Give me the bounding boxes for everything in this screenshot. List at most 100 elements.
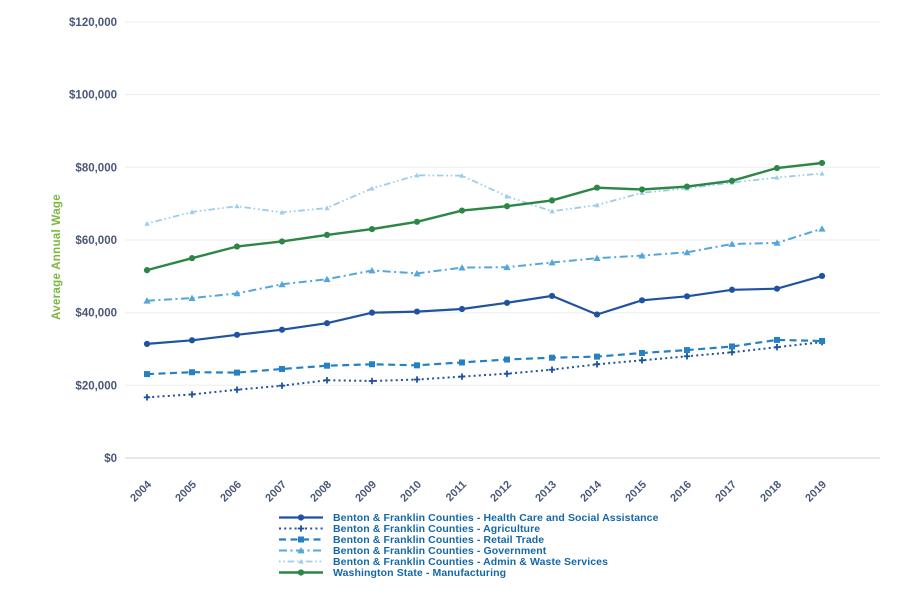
data-point [503, 263, 511, 271]
data-point [278, 326, 286, 333]
data-point [818, 225, 826, 232]
data-point [684, 347, 690, 354]
legend-label: Benton & Franklin Counties - Government [333, 544, 547, 557]
data-point [458, 207, 466, 214]
data-point [234, 369, 240, 376]
x-tick-label: 2011 [444, 479, 469, 504]
x-tick-label: 2019 [803, 479, 829, 505]
data-point [818, 272, 826, 280]
legend-label: Benton & Franklin Counties - Health Care… [333, 511, 659, 524]
x-tick-label: 2014 [578, 478, 604, 504]
data-point [324, 362, 330, 369]
data-point [683, 248, 691, 256]
y-axis-title: Average Annual Wage [51, 194, 63, 320]
data-point [729, 343, 735, 350]
x-tick-label: 2017 [713, 479, 739, 505]
legend-line-sample [279, 547, 323, 554]
data-point [297, 547, 305, 554]
data-point [368, 267, 376, 274]
data-point [504, 193, 510, 199]
data-point [549, 354, 555, 361]
legend-line-sample [279, 514, 323, 521]
data-point [234, 203, 240, 209]
data-point [368, 225, 376, 233]
data-point [413, 308, 421, 315]
y-tick-label: $80,000 [75, 162, 117, 174]
data-point [549, 208, 555, 214]
legend-label: Benton & Franklin Counties - Retail Trad… [333, 533, 545, 546]
data-point [593, 254, 601, 262]
series-line-3 [143, 225, 826, 304]
data-point [593, 311, 601, 318]
x-tick-label: 2016 [668, 479, 694, 505]
x-tick-label: 2006 [218, 479, 244, 505]
data-point [413, 218, 421, 225]
data-point [233, 331, 241, 338]
data-point [548, 259, 556, 266]
chart-legend: Benton & Franklin Counties - Health Care… [278, 511, 659, 579]
data-point [728, 177, 736, 184]
x-tick-label: 2013 [533, 479, 559, 505]
data-point [278, 280, 286, 288]
x-tick-label: 2015 [623, 479, 649, 505]
series-path [146, 341, 823, 399]
x-tick-label: 2004 [128, 478, 154, 504]
data-point [638, 252, 646, 259]
wage-chart: $0 $20,000 $40,000 $60,000 $80,000 $100,000 $1… [51, 17, 880, 505]
data-point [144, 371, 150, 378]
data-point [594, 202, 600, 208]
data-point [728, 286, 736, 293]
legend-line-sample [279, 536, 323, 543]
y-tick-label: $120,000 [69, 17, 117, 29]
data-point [683, 183, 691, 190]
series-path [146, 274, 823, 345]
data-point [594, 353, 600, 360]
data-point [279, 209, 285, 215]
data-point [548, 292, 556, 300]
series-path [146, 338, 823, 376]
legend-label: Benton & Franklin Counties - Agriculture [333, 522, 541, 535]
data-point [279, 365, 285, 372]
data-point [683, 293, 691, 300]
legend-line-sample [279, 525, 323, 532]
legend-label: Benton & Franklin Counties - Admin & Was… [333, 555, 609, 568]
x-tick-label: 2012 [488, 479, 514, 505]
data-point [188, 255, 196, 262]
data-point [298, 558, 304, 564]
data-point [413, 269, 421, 277]
data-point [298, 536, 304, 543]
legend-item: Benton & Franklin Counties - Retail Trad… [278, 533, 659, 546]
y-tick-label: $60,000 [75, 235, 117, 247]
data-point [774, 174, 780, 180]
data-point [773, 239, 781, 246]
data-point [233, 243, 241, 250]
legend-line-sample [279, 558, 323, 564]
data-point [188, 294, 196, 302]
data-point [819, 170, 825, 176]
y-tick-label: $20,000 [75, 380, 117, 392]
legend-item: Benton & Franklin Counties - Government [278, 544, 659, 557]
x-tick-label: 2008 [308, 479, 334, 505]
x-tick-label: 2007 [263, 479, 289, 505]
data-point [297, 569, 305, 576]
series-line-2 [144, 336, 825, 378]
legend-label: Washington State - Manufacturing [333, 566, 507, 579]
data-point [414, 172, 420, 178]
data-point [323, 275, 331, 283]
data-point [458, 305, 466, 313]
data-point [369, 185, 375, 191]
y-tick-label: $40,000 [75, 308, 117, 320]
x-tick-label: 2009 [353, 479, 379, 505]
data-point [639, 349, 645, 356]
data-point [819, 338, 825, 345]
data-point [548, 197, 556, 204]
series-path [146, 227, 823, 302]
legend-line-sample [279, 569, 323, 576]
data-point [233, 289, 241, 297]
data-point [143, 297, 151, 304]
legend-item: Benton & Franklin Counties - Admin & Was… [278, 555, 659, 568]
data-point [593, 184, 601, 191]
data-point [323, 231, 331, 239]
y-tick-label: $100,000 [69, 90, 117, 102]
